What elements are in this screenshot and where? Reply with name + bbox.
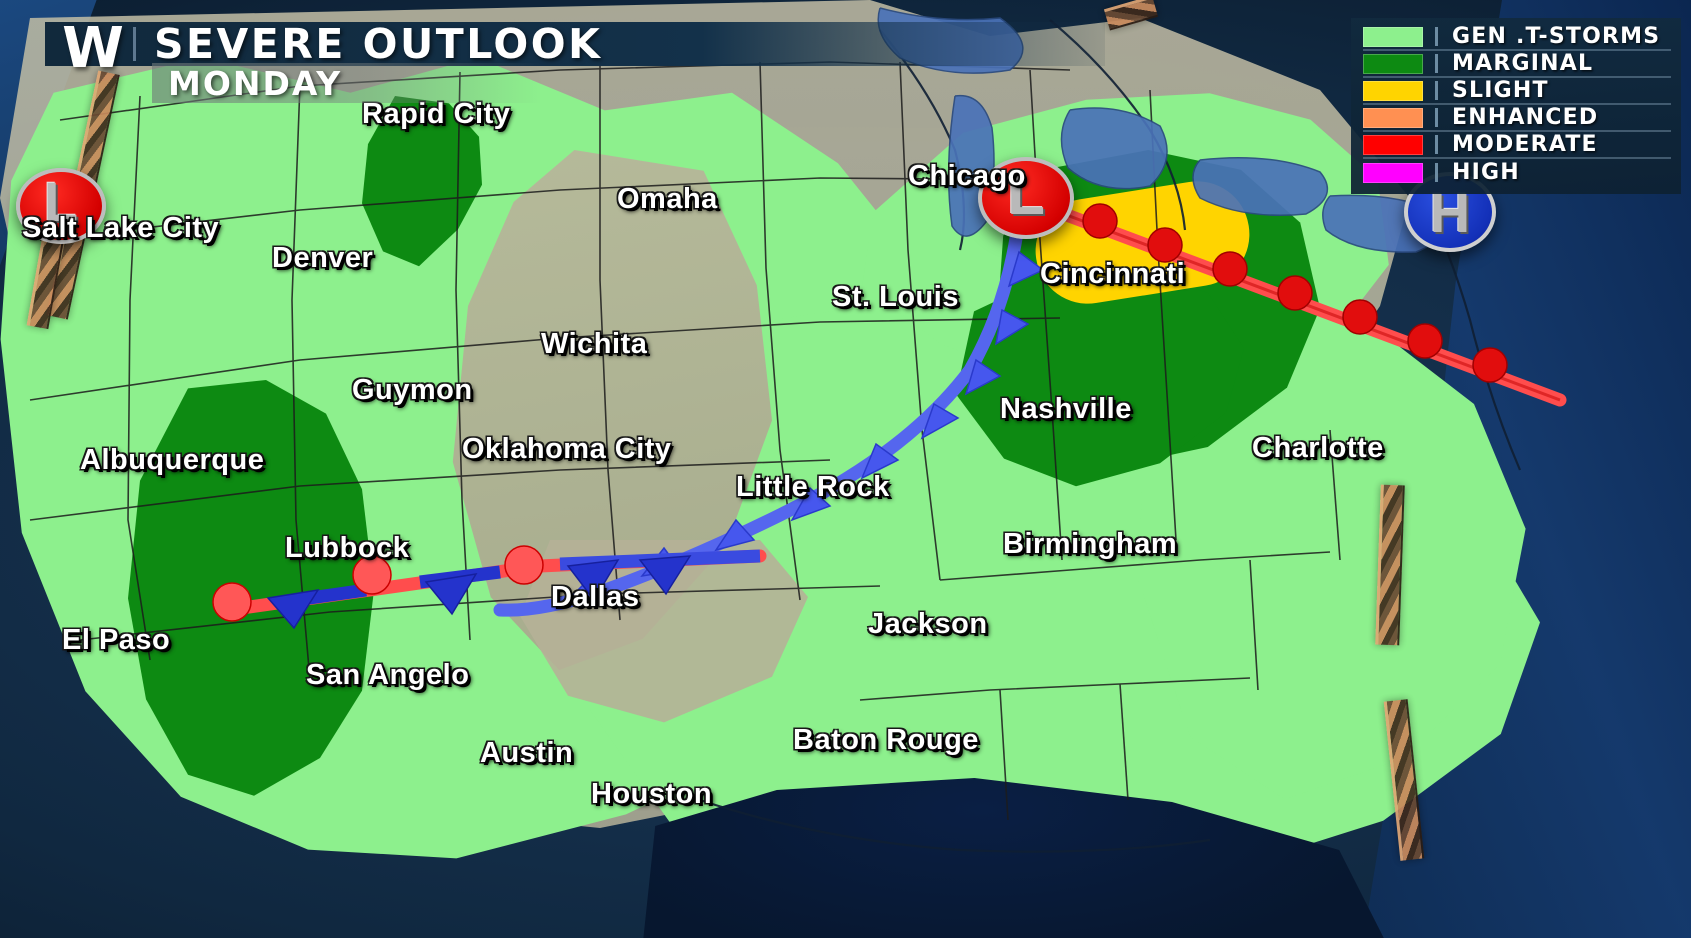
- logo-divider: [133, 27, 136, 61]
- legend-row: ENHANCED: [1363, 105, 1671, 132]
- legend-divider: [1435, 163, 1438, 182]
- legend-swatch: [1363, 26, 1423, 47]
- city-label: Little Rock: [736, 471, 890, 503]
- legend-divider: [1435, 135, 1438, 154]
- legend-swatch: [1363, 134, 1423, 155]
- page-title: SEVERE OUTLOOK: [154, 20, 603, 68]
- city-label: San Angelo: [306, 659, 470, 691]
- legend-row: MARGINAL: [1363, 51, 1671, 78]
- low-pressure-glyph-west: L: [43, 169, 79, 233]
- city-label: Cincinnati: [1040, 258, 1186, 290]
- legend-divider: [1435, 27, 1438, 46]
- city-label: Nashville: [1000, 393, 1132, 425]
- legend-swatch: [1363, 107, 1423, 128]
- legend-swatch: [1363, 53, 1423, 74]
- low-pressure-center-utah: L: [16, 168, 106, 244]
- city-label: Austin: [480, 737, 574, 769]
- city-label: El Paso: [62, 624, 171, 656]
- city-label: Oklahoma City: [462, 433, 672, 465]
- legend-swatch: [1363, 162, 1423, 183]
- legend-row: GEN .T-STORMS: [1363, 24, 1671, 51]
- city-label: Albuquerque: [80, 444, 265, 476]
- legend-label: GEN .T-STORMS: [1452, 24, 1661, 49]
- title-bar: W SEVERE OUTLOOK: [45, 20, 1105, 76]
- legend-divider: [1435, 81, 1438, 100]
- legend-divider: [1435, 108, 1438, 127]
- legend-row: MODERATE: [1363, 132, 1671, 159]
- legend-label: ENHANCED: [1452, 105, 1599, 130]
- subtitle-bar: MONDAY: [152, 63, 542, 103]
- city-label: Lubbock: [285, 532, 410, 564]
- legend-label: MARGINAL: [1452, 51, 1594, 76]
- legend-swatch: [1363, 80, 1423, 101]
- legend-label: HIGH: [1452, 160, 1520, 185]
- city-label: Guymon: [352, 374, 473, 406]
- legend-row: SLIGHT: [1363, 78, 1671, 105]
- city-label: Omaha: [617, 183, 718, 215]
- city-label: Baton Rouge: [793, 724, 979, 756]
- legend-row: HIGH: [1363, 159, 1671, 186]
- legend-divider: [1435, 54, 1438, 73]
- city-label: Denver: [272, 242, 374, 274]
- city-label: Houston: [591, 778, 713, 810]
- low-pressure-glyph: L: [1007, 159, 1045, 229]
- legend-label: SLIGHT: [1452, 78, 1549, 103]
- weathernation-w-logo: W: [62, 15, 124, 81]
- legend-label: MODERATE: [1452, 132, 1598, 157]
- city-label: Salt Lake City: [22, 212, 220, 244]
- city-label: Chicago: [908, 160, 1026, 192]
- city-label: Charlotte: [1252, 432, 1384, 464]
- city-label: Wichita: [541, 328, 648, 360]
- city-label: Dallas: [551, 581, 640, 613]
- page-subtitle: MONDAY: [168, 63, 343, 103]
- low-pressure-center-illinois: L: [978, 157, 1074, 239]
- risk-legend: GEN .T-STORMS MARGINAL SLIGHT ENHANCED MODER…: [1351, 18, 1681, 194]
- city-label: Birmingham: [1003, 528, 1178, 560]
- city-label: Jackson: [868, 608, 988, 640]
- city-label: St. Louis: [832, 281, 959, 313]
- city-label: Rapid City: [362, 98, 511, 130]
